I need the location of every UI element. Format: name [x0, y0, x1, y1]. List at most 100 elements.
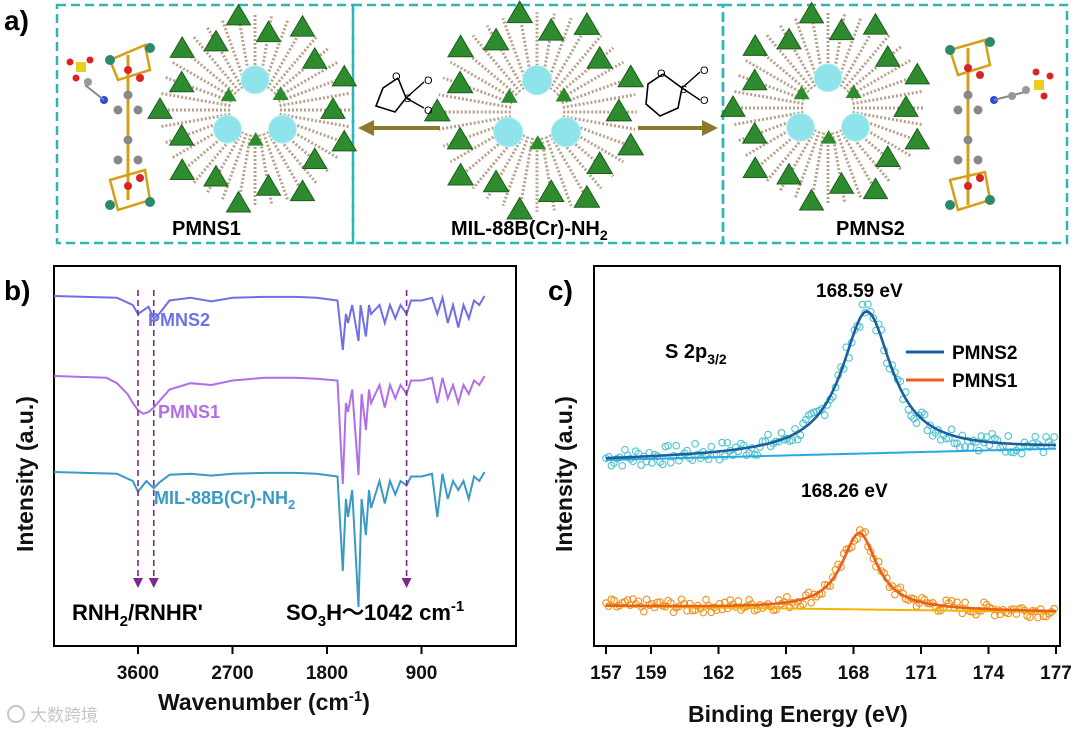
marker-arrowhead — [148, 578, 159, 588]
xps-data-point — [777, 429, 786, 437]
reaction-arrow-left-head — [358, 120, 374, 136]
xps-data-point — [639, 607, 648, 616]
xps-data-point — [807, 598, 816, 607]
panel-a: O S O O O S O O PMNS1 MIL-88B(Cr)-NH2 PM… — [55, 0, 1069, 245]
x-tick-label: 162 — [703, 663, 735, 684]
reagent-left-s: S — [404, 93, 411, 105]
metal-cluster — [741, 121, 768, 144]
reagent-right-o3: O — [700, 95, 709, 107]
panel-a-label: a) — [4, 5, 29, 36]
metal-cluster — [720, 95, 746, 117]
xps-data-point — [691, 439, 699, 448]
xps-data-point — [799, 600, 807, 609]
x-tick-label: 900 — [406, 663, 438, 684]
reagent-butane-sultone: O S O O — [645, 65, 709, 117]
x-tick-label: 3600 — [117, 663, 159, 684]
panel-b-label: b) — [4, 275, 30, 306]
xps-data-point — [734, 597, 743, 605]
ligand-model-left — [66, 43, 155, 212]
metal-cluster — [147, 97, 173, 119]
xps-data-point — [699, 608, 708, 617]
xps-data-point — [926, 421, 934, 430]
pore-sphere — [213, 114, 242, 144]
xps-plot-frame — [593, 265, 1061, 647]
x-tick-label: 1800 — [306, 663, 348, 684]
xps-data-point — [953, 439, 961, 448]
metal-cluster — [820, 129, 837, 144]
metal-cluster — [446, 126, 474, 150]
metal-cluster — [320, 97, 346, 119]
xps-data-point — [707, 442, 716, 451]
linker-strut — [438, 93, 512, 109]
pore-sphere — [786, 112, 815, 142]
metal-cluster — [255, 173, 282, 196]
metal-cluster — [168, 123, 195, 146]
xps-data-point — [861, 528, 870, 536]
xps-data-point — [610, 596, 618, 605]
linker-strut — [518, 137, 534, 211]
mof-structure-pmns2 — [720, 1, 931, 211]
xps-data-point — [950, 439, 959, 448]
annotation-so3h: SO3H～1042 cm-1 — [286, 598, 464, 630]
metal-cluster — [482, 169, 510, 193]
xps-fit-curve — [605, 310, 1057, 460]
xps-data-point — [672, 441, 681, 450]
xps-data-point — [772, 605, 780, 614]
xps-fits-group — [605, 310, 1057, 613]
panel-c-xps-chart: 157 159 162 165 168 171 174 177 S 2p3/2 168.59 … — [551, 265, 1072, 727]
annotation-rnh2: RNH2/RNHR' — [72, 600, 203, 630]
xps-data-point — [977, 432, 986, 440]
xps-data-point — [820, 411, 829, 420]
metal-cluster — [225, 3, 252, 26]
xps-data-point — [920, 410, 929, 419]
metal-cluster — [203, 29, 229, 52]
metal-cluster — [793, 85, 810, 100]
linker-strut — [548, 24, 589, 91]
metal-cluster — [225, 190, 252, 213]
reagent-right-s: S — [680, 84, 687, 96]
xps-data-point — [1007, 448, 1015, 456]
xps-data-point — [961, 598, 969, 607]
xps-data-point — [912, 419, 921, 427]
linker-strut — [562, 115, 636, 131]
xps-data-point — [858, 300, 867, 309]
xps-data-point — [1017, 449, 1026, 458]
pore-sphere — [240, 65, 270, 95]
metal-cluster — [904, 127, 931, 150]
xps-data-point — [942, 434, 951, 443]
metal-cluster — [605, 98, 633, 122]
metal-cluster — [301, 147, 328, 170]
xps-data-point — [637, 461, 645, 469]
reagent-left-o3: O — [424, 105, 433, 117]
caption-pmns2: PMNS2 — [836, 218, 905, 240]
ftir-x-label: Wavenumber (cm-1) — [158, 688, 370, 715]
xps-y-label: Intensity (a.u.) — [551, 396, 577, 552]
metal-cluster — [573, 12, 601, 35]
ftir-series-line — [53, 471, 486, 608]
x-tick-label: 159 — [635, 663, 667, 684]
x-tick-label: 2700 — [211, 663, 253, 684]
pore-sphere — [521, 65, 553, 96]
xps-data-point — [704, 455, 713, 464]
ftir-series-line — [53, 293, 486, 351]
pore-sphere — [841, 112, 870, 142]
mof-structure-pmns1 — [147, 3, 358, 213]
metal-cluster — [617, 132, 645, 156]
xps-data-point — [896, 583, 905, 592]
xps-data-point — [788, 436, 797, 445]
metal-cluster — [446, 70, 474, 94]
metal-cluster — [555, 87, 573, 102]
reagent-left-o2: O — [424, 75, 433, 87]
xps-x-label: Binding Energy (eV) — [688, 701, 908, 727]
metal-cluster — [331, 129, 358, 152]
reagent-propane-sultone: O S O O — [374, 71, 433, 117]
metal-cluster — [742, 33, 769, 56]
xps-x-ticks: 157 159 162 165 168 171 174 177 — [590, 646, 1072, 684]
xps-data-point — [753, 451, 762, 459]
linker-strut — [501, 136, 530, 207]
metal-cluster — [482, 27, 510, 51]
ftir-series-line — [53, 375, 486, 485]
xps-data-point — [718, 438, 726, 447]
marker-arrowhead — [401, 578, 412, 588]
ftir-plot-frame — [53, 265, 517, 647]
